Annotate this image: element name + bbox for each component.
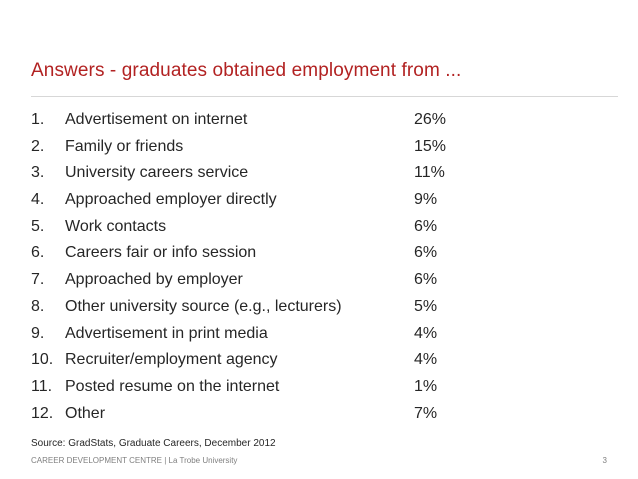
item-label: Work contacts: [65, 217, 167, 235]
item-percent: 6%: [414, 271, 438, 289]
list-item: 2. Family or friends 15%: [31, 134, 451, 161]
item-percent: 26%: [414, 111, 447, 128]
list-item: 6. Careers fair or info session 6%: [31, 240, 451, 267]
item-label: Recruiter/employment agency: [65, 351, 278, 369]
item-label: Careers fair or info session: [65, 244, 257, 262]
source-note: Source: GradStats, Graduate Careers, Dec…: [31, 438, 276, 449]
item-label: Posted resume on the internet: [65, 377, 280, 395]
item-number: 8.: [31, 297, 45, 315]
item-number: 1.: [31, 111, 45, 128]
item-number: 7.: [31, 271, 45, 289]
item-number: 12.: [31, 404, 54, 422]
item-label: Advertisement on internet: [65, 111, 248, 128]
list-item: 8. Other university source (e.g., lectur…: [31, 294, 451, 321]
list-item: 11. Posted resume on the internet 1%: [31, 374, 451, 401]
list-item: 4. Approached employer directly 9%: [31, 187, 451, 214]
results-list: 1. Advertisement on internet 26% 2. Fami…: [31, 107, 451, 427]
item-percent: 5%: [414, 297, 438, 315]
list-item: 1. Advertisement on internet 26%: [31, 107, 451, 134]
list-item: 10. Recruiter/employment agency 4%: [31, 347, 451, 374]
item-percent: 6%: [414, 244, 438, 262]
item-number: 5.: [31, 217, 45, 235]
item-number: 11.: [31, 377, 53, 395]
item-number: 6.: [31, 244, 45, 262]
item-number: 4.: [31, 191, 45, 209]
item-label: Other university source (e.g., lecturers…: [65, 297, 342, 315]
item-number: 9.: [31, 324, 45, 342]
list-item: 12. Other 7%: [31, 401, 451, 428]
item-percent: 7%: [414, 404, 438, 422]
item-percent: 9%: [414, 191, 438, 209]
item-number: 3.: [31, 164, 45, 182]
list-item: 5. Work contacts 6%: [31, 214, 451, 241]
item-label: Approached employer directly: [65, 191, 277, 209]
item-number: 2.: [31, 137, 45, 155]
title-divider: [31, 96, 618, 97]
item-percent: 4%: [414, 351, 438, 369]
slide-title: Answers - graduates obtained employment …: [31, 60, 462, 81]
item-percent: 4%: [414, 324, 438, 342]
list-item: 9. Advertisement in print media 4%: [31, 321, 451, 348]
item-percent: 1%: [414, 377, 438, 395]
list-item: 3. University careers service 11%: [31, 160, 451, 187]
page-number: 3: [602, 456, 607, 465]
list-item: 7. Approached by employer 6%: [31, 267, 451, 294]
item-number: 10.: [31, 351, 54, 369]
item-label: Family or friends: [65, 137, 184, 155]
item-label: Other: [65, 404, 106, 422]
item-percent: 11%: [414, 164, 445, 182]
item-label: University careers service: [65, 164, 249, 182]
item-label: Approached by employer: [65, 271, 243, 289]
footer-text: CAREER DEVELOPMENT CENTRE | La Trobe Uni…: [31, 456, 238, 465]
item-percent: 15%: [414, 137, 447, 155]
item-label: Advertisement in print media: [65, 324, 268, 342]
item-percent: 6%: [414, 217, 438, 235]
